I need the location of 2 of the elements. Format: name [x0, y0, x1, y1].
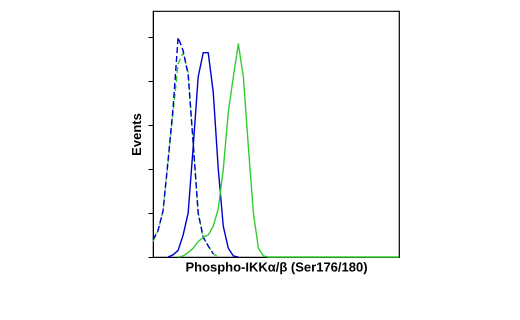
y-axis-title: Events [129, 113, 144, 156]
x-axis-title: Phospho-IKKα/β (Ser176/180) [185, 260, 368, 274]
